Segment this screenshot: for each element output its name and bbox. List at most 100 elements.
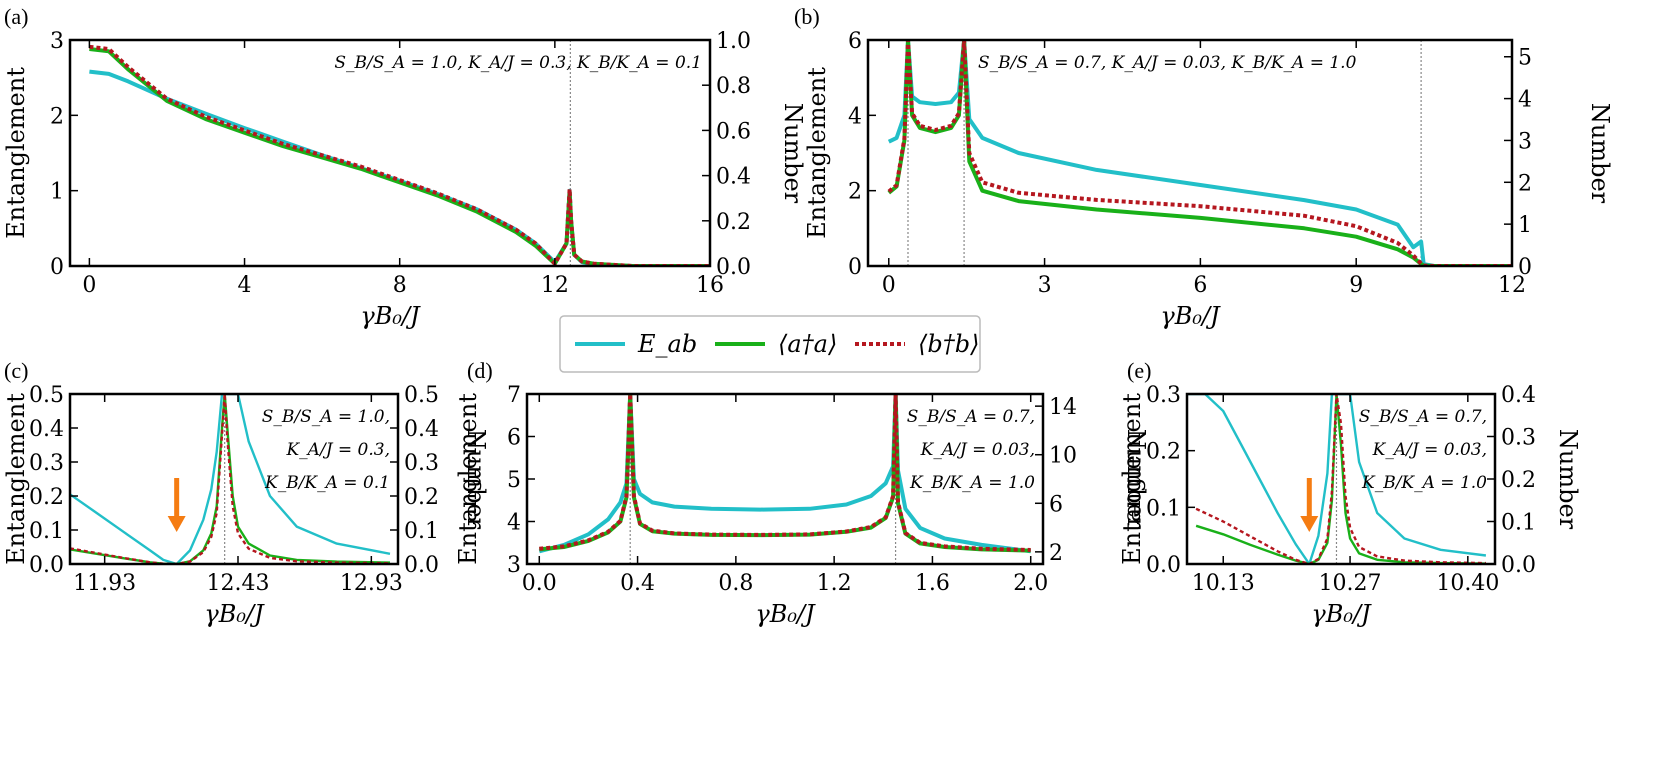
xtick-label-d-3: 1.2 bbox=[817, 571, 852, 596]
ylabel-right-d: Number bbox=[1122, 429, 1150, 530]
ylabel-right-a: Number bbox=[779, 103, 807, 204]
series-group-b bbox=[887, 40, 1512, 266]
ytick-label-c-2: 0.2 bbox=[29, 485, 64, 510]
panel-label-b: (b) bbox=[794, 4, 820, 29]
arrow-icon-c bbox=[167, 478, 186, 532]
ytick-right-label-b-5: 5 bbox=[1518, 46, 1532, 71]
annotation-d-2: K_B/K_A = 1.0 bbox=[909, 473, 1035, 493]
ytick-right-label-a-1: 0.2 bbox=[716, 210, 751, 235]
ytick-right-label-d-3: 14 bbox=[1049, 395, 1077, 420]
annotation-e-0: S_B/S_A = 0.7, bbox=[1359, 407, 1487, 427]
ytick-right-label-c-5: 0.5 bbox=[404, 383, 439, 408]
xtick-label-b-1: 3 bbox=[1038, 273, 1052, 298]
ytick-right-label-e-2: 0.2 bbox=[1501, 468, 1536, 493]
ylabel-b: Entanglement bbox=[803, 67, 831, 239]
annotation-c-2: K_B/K_A = 0.1 bbox=[264, 473, 390, 493]
xlabel-e: γB₀/J bbox=[1311, 600, 1372, 628]
series-group-c bbox=[70, 394, 391, 564]
xtick-label-d-0: 0.0 bbox=[522, 571, 557, 596]
ytick-right-label-d-0: 2 bbox=[1049, 541, 1063, 566]
panel-label-a: (a) bbox=[4, 4, 28, 29]
series-a-eab bbox=[89, 69, 710, 266]
xtick-label-d-4: 1.6 bbox=[915, 571, 950, 596]
ytick-label-d-3: 6 bbox=[507, 426, 521, 451]
panel-c: 11.93 12.43 12.930.00.10.20.30.40.50.00.10… bbox=[2, 358, 490, 628]
ytick-right-label-e-3: 0.3 bbox=[1501, 426, 1536, 451]
xtick-label-b-3: 9 bbox=[1349, 273, 1363, 298]
ytick-right-label-a-2: 0.4 bbox=[716, 165, 751, 190]
xlabel-d: γB₀/J bbox=[755, 600, 816, 628]
ytick-right-label-c-4: 0.4 bbox=[404, 417, 439, 442]
ytick-right-label-a-0: 0.0 bbox=[716, 255, 751, 280]
ytick-label-e-3: 0.3 bbox=[1146, 383, 1181, 408]
xlabel-c: γB₀/J bbox=[204, 600, 265, 628]
ytick-label-a-0: 0 bbox=[50, 255, 64, 280]
ytick-label-c-1: 0.1 bbox=[29, 519, 64, 544]
ytick-label-c-3: 0.3 bbox=[29, 451, 64, 476]
ytick-right-label-b-3: 3 bbox=[1518, 129, 1532, 154]
ytick-label-c-4: 0.4 bbox=[29, 417, 64, 442]
xtick-label-c-0: 11.93 bbox=[73, 571, 136, 596]
ytick-label-d-4: 7 bbox=[507, 383, 521, 408]
legend-label-bdb: ⟨b†b⟩ bbox=[918, 330, 979, 358]
series-e-eab bbox=[1187, 394, 1487, 564]
ytick-right-label-d-1: 6 bbox=[1049, 492, 1063, 517]
ytick-right-label-b-0: 0 bbox=[1518, 255, 1532, 280]
series-b-bdb bbox=[887, 40, 1512, 266]
ytick-label-b-2: 4 bbox=[848, 104, 862, 129]
series-e-bdb bbox=[1195, 394, 1486, 564]
ytick-right-label-c-3: 0.3 bbox=[404, 451, 439, 476]
annotation-d-1: K_A/J = 0.03, bbox=[920, 440, 1035, 460]
panel-d: 0.0 0.4 0.8 1.2 1.6 2.0 3 4 5 6 7 2 6 10 14 γB₀/J Entang… bbox=[454, 358, 1150, 628]
xtick-label-a-4: 16 bbox=[696, 273, 724, 298]
annotation-c-0: S_B/S_A = 1.0, bbox=[262, 407, 390, 427]
ytick-right-label-c-2: 0.2 bbox=[404, 485, 439, 510]
ytick-label-a-2: 2 bbox=[50, 104, 64, 129]
annotation-b-0: S_B/S_A = 0.7, K_A/J = 0.03, K_B/K_A = 1… bbox=[978, 53, 1357, 73]
series-b-ada bbox=[887, 40, 1512, 266]
ylabel-right-c: Number bbox=[462, 429, 490, 530]
ytick-label-e-1: 0.1 bbox=[1146, 496, 1181, 521]
xtick-label-a-3: 12 bbox=[541, 273, 569, 298]
ytick-label-c-5: 0.5 bbox=[29, 383, 64, 408]
ytick-label-d-0: 3 bbox=[507, 553, 521, 578]
ytick-right-label-b-1: 1 bbox=[1518, 213, 1532, 238]
xtick-label-a-0: 0 bbox=[82, 273, 96, 298]
arrow-icon-e bbox=[1300, 478, 1319, 532]
annotation-a-0: S_B/S_A = 1.0, K_A/J = 0.3, K_B/K_A = 0.… bbox=[334, 53, 702, 73]
ytick-right-label-e-4: 0.4 bbox=[1501, 383, 1536, 408]
frame-c bbox=[68, 392, 400, 566]
ytick-right-label-d-2: 10 bbox=[1049, 444, 1077, 469]
panel-a: 0 4 8 12 1601230.00.20.40.60.81.0γB₀/JEntang… bbox=[2, 4, 807, 330]
ytick-right-label-c-1: 0.1 bbox=[404, 519, 439, 544]
series-a-ada bbox=[89, 47, 710, 266]
ytick-right-label-c-0: 0.0 bbox=[404, 553, 439, 578]
xtick-label-e-2: 10.40 bbox=[1436, 571, 1499, 596]
series-a-bdb bbox=[89, 44, 710, 266]
ytick-label-a-1: 1 bbox=[50, 180, 64, 205]
ytick-right-label-a-5: 1.0 bbox=[716, 29, 751, 54]
legend-label-ada: ⟨a†a⟩ bbox=[778, 330, 837, 358]
series-b-eab bbox=[887, 40, 1512, 266]
ytick-label-a-3: 3 bbox=[50, 29, 64, 54]
xtick-label-c-2: 12.93 bbox=[340, 571, 403, 596]
series-group-e bbox=[1187, 394, 1487, 564]
legend-box bbox=[559, 315, 981, 373]
xlabel-a: γB₀/J bbox=[360, 302, 421, 330]
ytick-label-b-0: 0 bbox=[848, 255, 862, 280]
ylabel-right-b: Number bbox=[1586, 103, 1614, 204]
annotation-e-1: K_A/J = 0.03, bbox=[1372, 440, 1487, 460]
ytick-right-label-a-4: 0.8 bbox=[716, 74, 751, 99]
ylabel-d: Entanglement bbox=[454, 393, 482, 565]
ylabel-e: Entanglement bbox=[1118, 393, 1146, 565]
panels: 0 4 8 12 1601230.00.20.40.60.81.0γB₀/JEntang… bbox=[2, 4, 1614, 628]
ytick-right-label-e-1: 0.1 bbox=[1501, 511, 1536, 536]
ylabel-right-e: Number bbox=[1554, 429, 1582, 530]
xtick-label-d-5: 2.0 bbox=[1013, 571, 1048, 596]
legend: E_ab ⟨a†a⟩ ⟨b†b⟩ bbox=[559, 315, 981, 373]
ytick-label-c-0: 0.0 bbox=[29, 553, 64, 578]
ytick-right-label-b-4: 4 bbox=[1518, 88, 1532, 113]
xlabel-b: γB₀/J bbox=[1160, 302, 1221, 330]
